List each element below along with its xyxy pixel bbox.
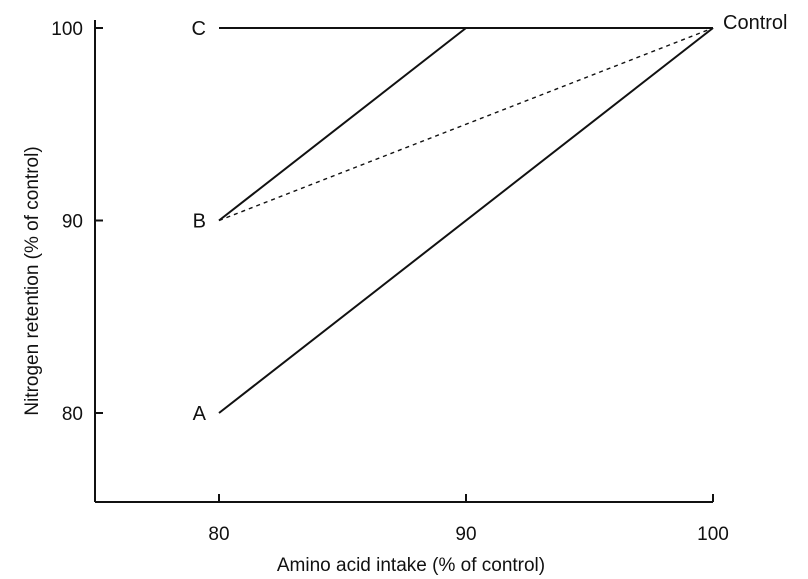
x-tick-label-80: 80	[208, 524, 229, 545]
x-tick-label-90: 90	[455, 524, 476, 545]
x-tick-label-100: 100	[697, 524, 729, 545]
x-axis-label: Amino acid intake (% of control)	[277, 555, 545, 576]
point-label-a: A	[193, 403, 207, 425]
series-line-b-dashed	[218, 27, 714, 222]
y-tick-label-100: 100	[51, 19, 83, 40]
y-axis-label: Nitrogen retention (% of control)	[22, 146, 43, 415]
axes	[94, 20, 713, 503]
y-tick-label-80: 80	[62, 404, 83, 425]
point-label-b: B	[193, 211, 206, 233]
annotation-control: Control	[723, 12, 787, 34]
series-group	[218, 27, 714, 414]
point-label-group: A B C Control	[192, 12, 788, 425]
y-tick-label-90: 90	[62, 212, 83, 233]
series-line-a	[218, 27, 714, 414]
point-label-c: C	[192, 18, 206, 40]
series-line-b	[218, 27, 467, 222]
tick-group: 80 90 100 80 90 100	[51, 19, 729, 545]
